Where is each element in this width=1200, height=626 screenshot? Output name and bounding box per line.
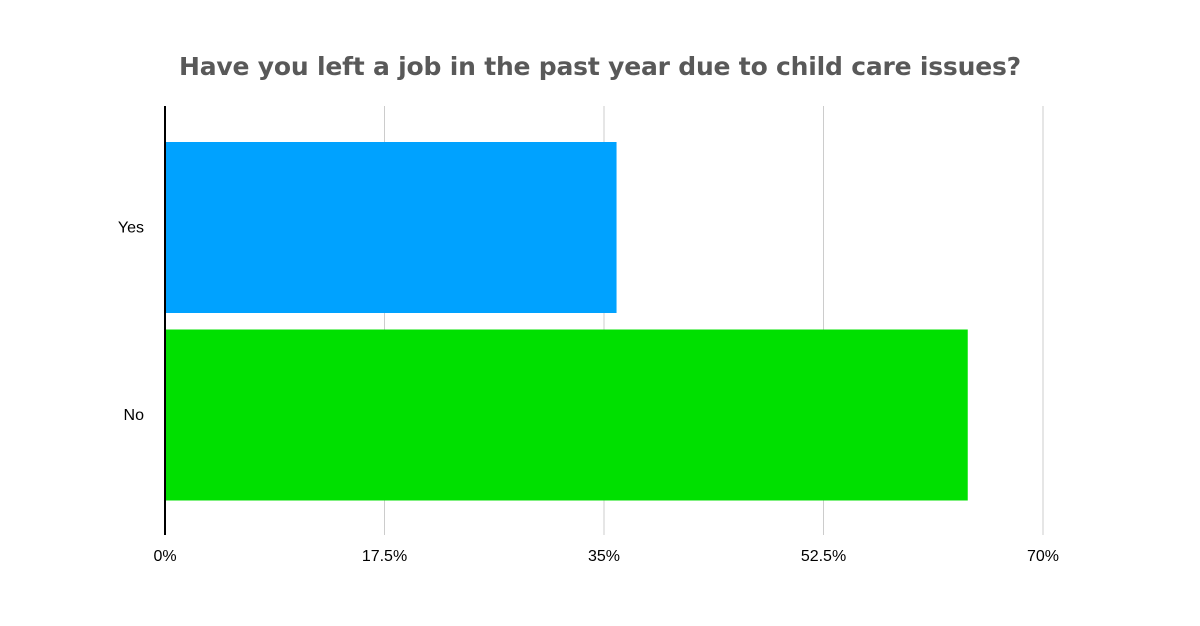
x-tick-label: 0% <box>153 548 176 565</box>
x-tick-label: 17.5% <box>362 548 407 565</box>
category-label: No <box>124 407 145 424</box>
category-label: Yes <box>118 220 144 237</box>
x-tick-label: 35% <box>588 548 620 565</box>
bar <box>165 142 617 313</box>
bar <box>165 329 968 501</box>
chart-title: Have you left a job in the past year due… <box>179 52 1021 81</box>
x-tick-label: 70% <box>1027 548 1059 565</box>
x-tick-label: 52.5% <box>801 548 846 565</box>
